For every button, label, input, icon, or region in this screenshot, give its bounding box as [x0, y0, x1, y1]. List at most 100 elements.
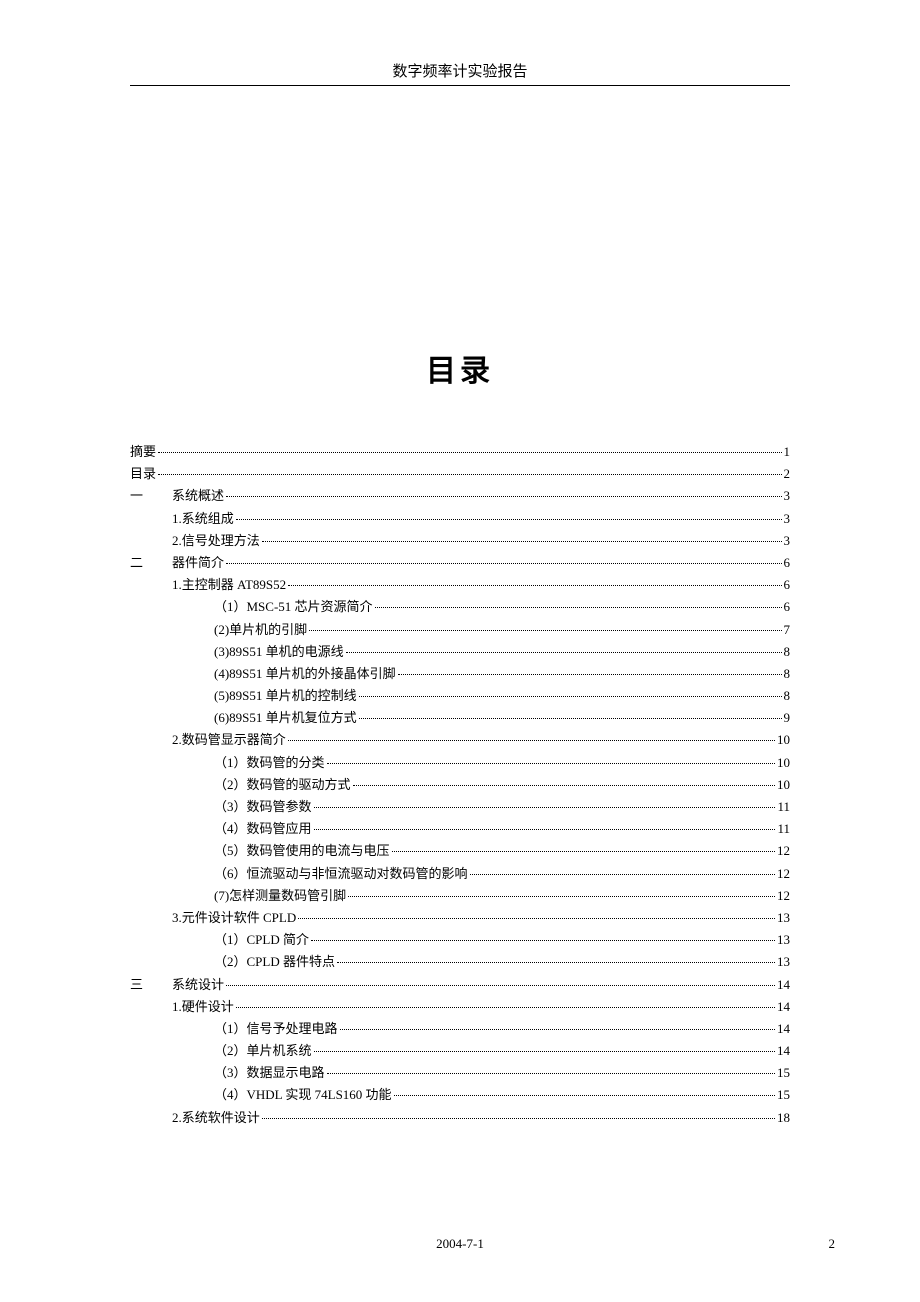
- toc-entry-page: 14: [777, 1044, 790, 1057]
- toc-entry: 2.数码管显示器简介 10: [130, 733, 790, 746]
- toc-entry: （4）VHDL 实现 74LS160 功能 15: [130, 1088, 790, 1101]
- footer-page-number: 2: [829, 1236, 836, 1252]
- toc-entry: （1）数码管的分类 10: [130, 756, 790, 769]
- toc-entry-page: 3: [784, 512, 791, 525]
- toc-entry: (4)89S51 单片机的外接晶体引脚8: [130, 667, 790, 680]
- toc-leader-dots: [398, 674, 782, 675]
- toc-entry: (2)单片机的引脚7: [130, 623, 790, 636]
- toc-entry: (7)怎样测量数码管引脚12: [130, 889, 790, 902]
- toc-entry: （4）数码管应用 11: [130, 822, 790, 835]
- toc-leader-dots: [314, 829, 776, 830]
- toc-leader-dots: [298, 918, 775, 919]
- toc-entry-page: 8: [784, 689, 791, 702]
- toc-leader-dots: [236, 1007, 775, 1008]
- toc-entry-label: （2）数码管的驱动方式: [214, 778, 351, 791]
- toc-entry-page: 8: [784, 645, 791, 658]
- toc-entry-page: 14: [777, 1022, 790, 1035]
- toc-entry-page: 10: [777, 733, 790, 746]
- toc-leader-dots: [226, 563, 781, 564]
- toc-entry-page: 2: [784, 467, 791, 480]
- toc-section-number: 一: [130, 489, 172, 502]
- toc-leader-dots: [314, 1051, 775, 1052]
- toc-entry-label: 1.硬件设计: [172, 1000, 234, 1013]
- toc-entry: （6）恒流驱动与非恒流驱动对数码管的影响 12: [130, 867, 790, 880]
- toc-section-number: 二: [130, 556, 172, 569]
- toc-entry-text: 系统概述: [172, 488, 224, 503]
- toc-entry-page: 13: [777, 911, 790, 924]
- toc-entry-label: (3)89S51 单机的电源线: [214, 645, 344, 658]
- toc-entry-label: 1.系统组成: [172, 512, 234, 525]
- toc-leader-dots: [158, 452, 781, 453]
- toc-leader-dots: [392, 851, 775, 852]
- toc-leader-dots: [262, 1118, 775, 1119]
- toc-entry-label: (7)怎样测量数码管引脚: [214, 889, 346, 902]
- toc-entry-label: 摘要: [130, 445, 156, 458]
- toc-leader-dots: [346, 652, 782, 653]
- toc-entry-label: （1）数码管的分类: [214, 756, 325, 769]
- toc-entry-label: 二器件简介: [130, 556, 224, 569]
- toc-entry-page: 11: [777, 822, 790, 835]
- footer-date: 2004-7-1: [0, 1236, 920, 1252]
- toc-entry-label: （3）数据显示电路: [214, 1066, 325, 1079]
- toc-entry: 2.系统软件设计18: [130, 1111, 790, 1124]
- toc-entry-label: （3）数码管参数: [214, 800, 312, 813]
- toc-section-number: 三: [130, 978, 172, 991]
- toc-leader-dots: [288, 740, 775, 741]
- toc-leader-dots: [359, 718, 782, 719]
- main-title: 目录: [130, 346, 790, 390]
- toc-entry: （1）MSC-51 芯片资源简介 6: [130, 600, 790, 613]
- toc-entry-label: (6)89S51 单片机复位方式: [214, 711, 357, 724]
- toc-entry: 三系统设计14: [130, 978, 790, 991]
- toc-leader-dots: [353, 785, 775, 786]
- toc-entry-label: （2）单片机系统: [214, 1044, 312, 1057]
- toc-entry: （3）数据显示电路 15: [130, 1066, 790, 1079]
- toc-entry: 2.信号处理方法3: [130, 534, 790, 547]
- toc-entry-text: 器件简介: [172, 555, 224, 570]
- toc-leader-dots: [311, 940, 775, 941]
- toc-entry: （1）信号予处理电路14: [130, 1022, 790, 1035]
- toc-entry: 1.主控制器 AT89S526: [130, 578, 790, 591]
- toc-entry: 1.系统组成 3: [130, 512, 790, 525]
- toc-entry-page: 6: [784, 600, 791, 613]
- toc-leader-dots: [470, 874, 775, 875]
- toc-entry-label: (5)89S51 单片机的控制线: [214, 689, 357, 702]
- toc-entry-label: 2.数码管显示器简介: [172, 733, 286, 746]
- toc-entry-page: 9: [784, 711, 791, 724]
- toc-leader-dots: [309, 630, 781, 631]
- toc-entry-page: 18: [777, 1111, 790, 1124]
- toc-entry: (6)89S51 单片机复位方式 9: [130, 711, 790, 724]
- toc-entry-label: (4)89S51 单片机的外接晶体引脚: [214, 667, 396, 680]
- toc-entry-label: 三系统设计: [130, 978, 224, 991]
- toc-entry-label: （2）CPLD 器件特点: [214, 955, 335, 968]
- toc-entry-label: 一系统概述: [130, 489, 224, 502]
- toc-entry: （3）数码管参数11: [130, 800, 790, 813]
- toc-entry-page: 6: [784, 556, 791, 569]
- toc-entry-label: 1.主控制器 AT89S52: [172, 578, 286, 591]
- footer: 2004-7-1 2: [0, 1236, 920, 1252]
- toc-entry: （2）单片机系统 14: [130, 1044, 790, 1057]
- toc-entry-page: 13: [777, 955, 790, 968]
- toc-entry: （1）CPLD 简介13: [130, 933, 790, 946]
- toc-entry: （5）数码管使用的电流与电压12: [130, 844, 790, 857]
- toc-entry-label: （4）数码管应用: [214, 822, 312, 835]
- toc-entry-label: （1）MSC-51 芯片资源简介: [214, 600, 373, 613]
- toc-entry-page: 15: [777, 1088, 790, 1101]
- toc-entry: 摘要1: [130, 445, 790, 458]
- toc-entry: 1.硬件设计14: [130, 1000, 790, 1013]
- toc-entry-page: 12: [777, 867, 790, 880]
- toc-entry-label: (2)单片机的引脚: [214, 623, 307, 636]
- toc-entry-label: 2.信号处理方法: [172, 534, 260, 547]
- toc-leader-dots: [327, 763, 775, 764]
- toc-entry-label: （6）恒流驱动与非恒流驱动对数码管的影响: [214, 867, 468, 880]
- toc-leader-dots: [348, 896, 775, 897]
- toc-entry-label: 目录: [130, 467, 156, 480]
- toc-entry: 一系统概述3: [130, 489, 790, 502]
- toc-leader-dots: [314, 807, 776, 808]
- toc-leader-dots: [337, 962, 775, 963]
- toc-entry-label: 3.元件设计软件 CPLD: [172, 911, 296, 924]
- toc-entry-page: 10: [777, 756, 790, 769]
- toc-entry-label: （4）VHDL 实现 74LS160 功能: [214, 1088, 392, 1101]
- toc-leader-dots: [394, 1095, 775, 1096]
- toc-entry-page: 15: [777, 1066, 790, 1079]
- toc-leader-dots: [375, 607, 782, 608]
